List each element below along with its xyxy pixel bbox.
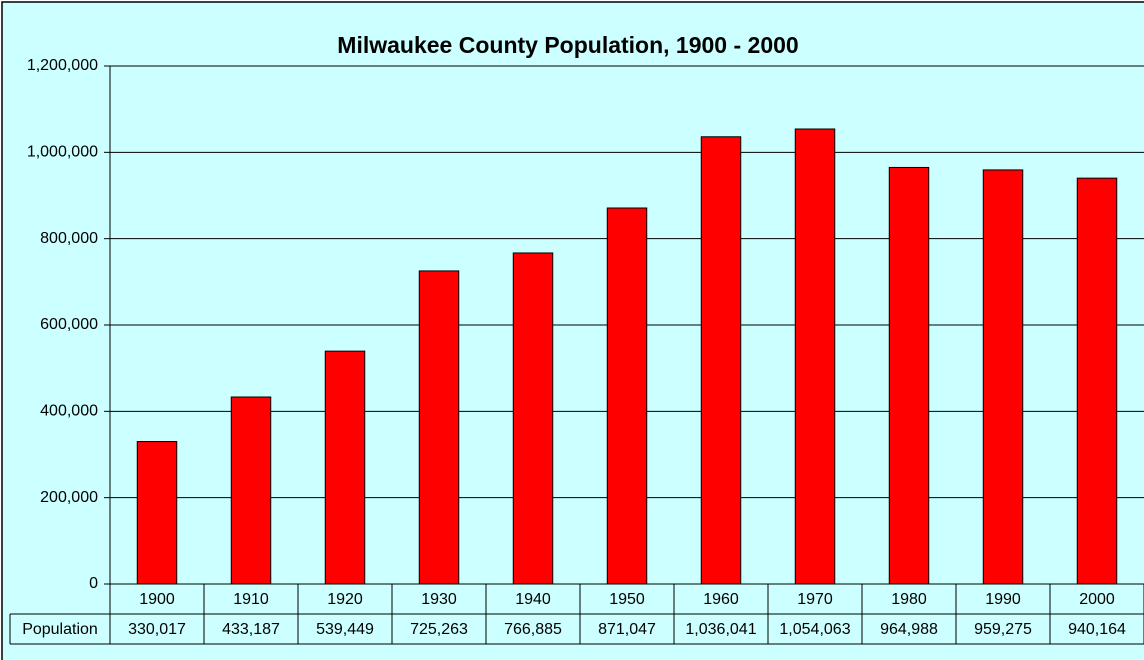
x-tick-label: 1970	[797, 591, 833, 608]
bar	[794, 128, 836, 585]
bar	[230, 396, 272, 585]
table-value: 433,187	[222, 621, 280, 638]
x-tick-label: 1990	[985, 591, 1021, 608]
bar	[324, 350, 366, 585]
x-tick-label: 1960	[703, 591, 739, 608]
x-tick-label: 1900	[139, 591, 175, 608]
table-value: 766,885	[504, 621, 562, 638]
bar	[982, 169, 1024, 585]
y-tick-label: 800,000	[40, 230, 98, 247]
x-tick-label: 1920	[327, 591, 363, 608]
x-tick-label: 1930	[421, 591, 457, 608]
y-tick-label: 200,000	[40, 489, 98, 506]
x-tick-label: 1980	[891, 591, 927, 608]
table-value: 959,275	[974, 621, 1032, 638]
table-value: 940,164	[1068, 621, 1126, 638]
chart-title: Milwaukee County Population, 1900 - 2000	[337, 32, 798, 58]
bar	[136, 441, 178, 585]
bar	[512, 252, 554, 585]
table-value: 1,054,063	[779, 621, 850, 638]
y-tick-label: 1,000,000	[27, 144, 98, 161]
table-value: 330,017	[128, 621, 186, 638]
y-tick-label: 600,000	[40, 316, 98, 333]
bar	[606, 207, 648, 585]
x-tick-label: 1940	[515, 591, 551, 608]
table-value: 871,047	[598, 621, 656, 638]
table-row-header: Population	[22, 621, 98, 638]
bar	[700, 136, 742, 585]
x-tick-label: 1950	[609, 591, 645, 608]
bar	[418, 270, 460, 585]
bar	[888, 166, 930, 585]
y-tick-label: 0	[89, 575, 98, 592]
bar	[1076, 177, 1118, 585]
table-value: 539,449	[316, 621, 374, 638]
y-tick-label: 1,200,000	[27, 57, 98, 74]
table-value: 725,263	[410, 621, 468, 638]
x-tick-label: 2000	[1079, 591, 1115, 608]
y-tick-label: 400,000	[40, 403, 98, 420]
table-value: 1,036,041	[685, 621, 756, 638]
table-value: 964,988	[880, 621, 938, 638]
x-tick-label: 1910	[233, 591, 269, 608]
